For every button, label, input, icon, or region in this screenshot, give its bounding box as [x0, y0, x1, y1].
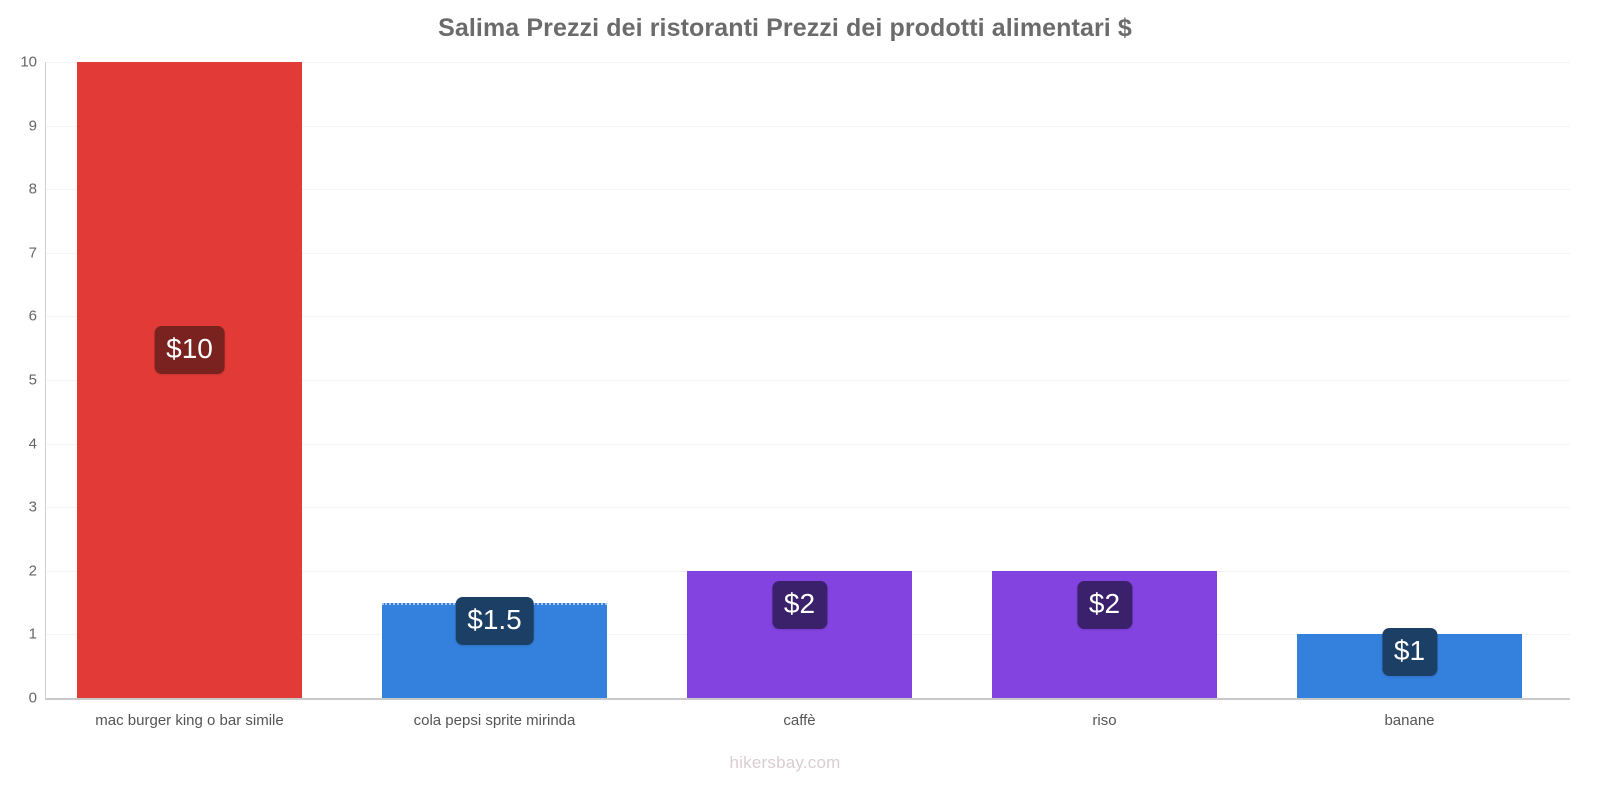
y-axis-tick-label: 9: [28, 117, 37, 135]
gridline: [45, 252, 1570, 254]
y-axis-line: [45, 62, 46, 699]
gridline: [45, 316, 1570, 318]
gridline: [45, 443, 1570, 445]
y-axis-tick-label: 2: [28, 562, 37, 580]
bar-value-label: $2: [771, 580, 828, 629]
y-axis-tick-label: 1: [28, 625, 37, 643]
bar[interactable]: [77, 62, 302, 698]
plot-area: $10 $1.5 $2 $2 $1: [45, 62, 1570, 699]
bar-value-label: $10: [154, 326, 225, 374]
y-axis-tick-label: 8: [28, 180, 37, 198]
source-watermark: hikersbay.com: [729, 753, 841, 772]
y-axis-tick-label: 4: [28, 435, 37, 453]
y-axis-tick-label: 5: [28, 371, 37, 389]
gridline: [45, 62, 1570, 63]
gridline: [45, 125, 1570, 127]
x-axis-category-label: banane: [1384, 712, 1435, 729]
x-axis-category-label: cola pepsi sprite mirinda: [413, 712, 576, 729]
x-axis-line: [45, 698, 1570, 700]
y-axis-tick-label: 7: [28, 244, 37, 262]
bar-value-label: $2: [1076, 580, 1133, 629]
x-axis-category-label: mac burger king o bar simile: [95, 712, 284, 729]
gridline: [45, 507, 1570, 509]
bar-value-label: $1.5: [455, 596, 534, 645]
y-axis-tick-label: 3: [28, 498, 37, 516]
y-axis-tick-label: 10: [20, 53, 37, 71]
bar-value-label: $1: [1381, 628, 1438, 677]
y-axis-tick-label: 6: [28, 307, 37, 325]
x-axis-category-label: riso: [1092, 712, 1117, 729]
page-title: Salima Prezzi dei ristoranti Prezzi dei …: [438, 14, 1132, 42]
y-axis-tick-label: 0: [28, 689, 37, 707]
x-axis-category-label: caffè: [783, 712, 816, 729]
gridline: [45, 380, 1570, 381]
gridline: [45, 189, 1570, 191]
